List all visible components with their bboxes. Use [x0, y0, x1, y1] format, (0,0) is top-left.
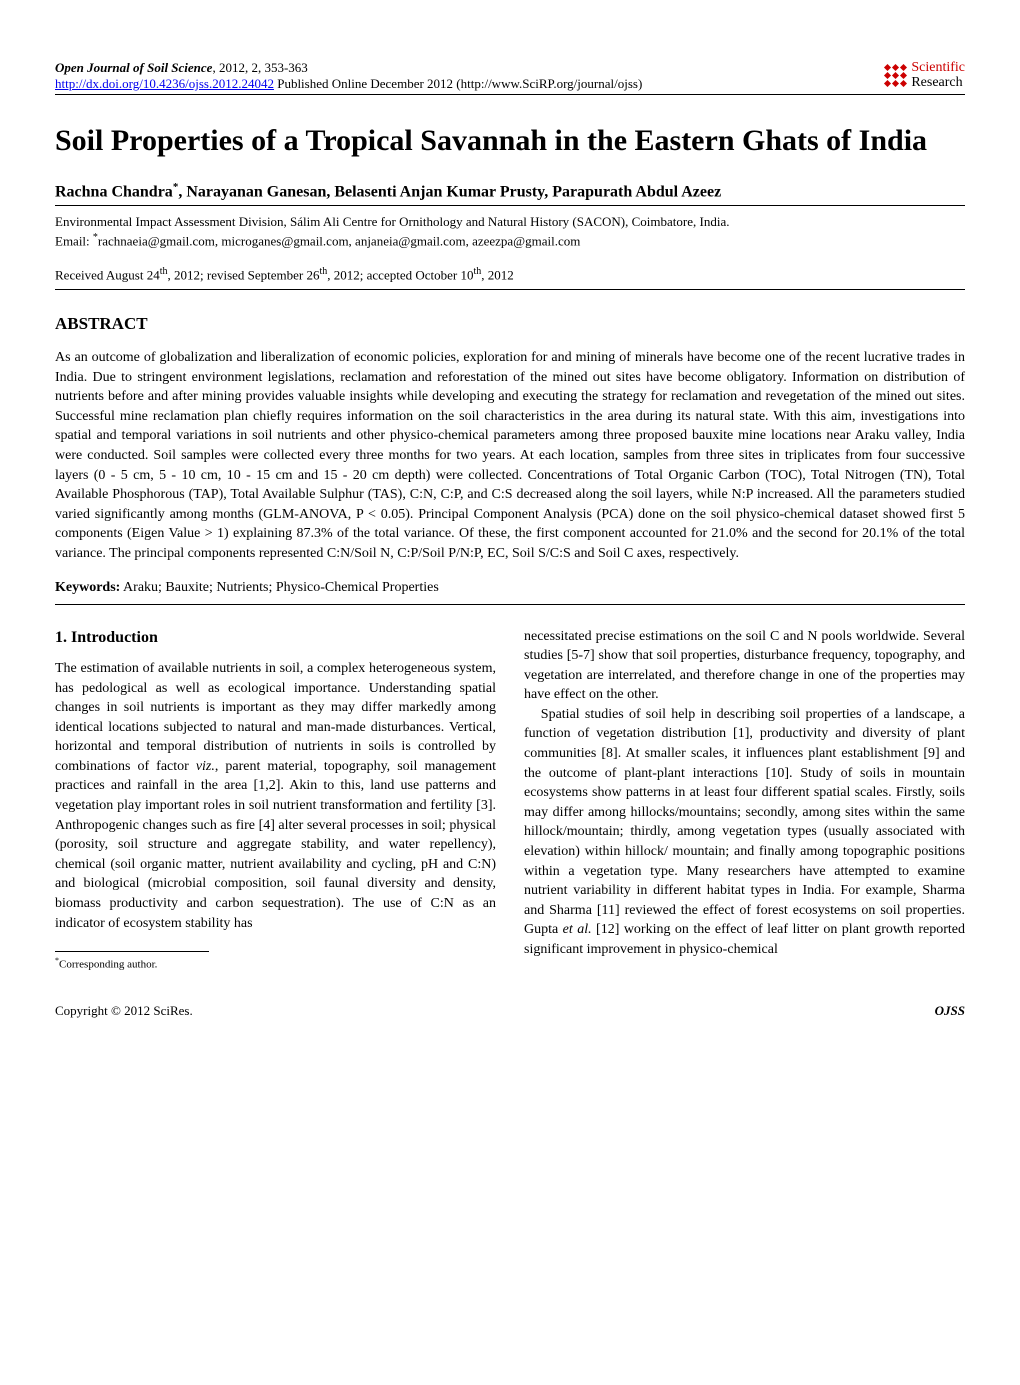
scirp-logo-icon [883, 63, 907, 87]
keywords-values: Araku; Bauxite; Nutrients; Physico-Chemi… [120, 580, 438, 595]
right-column: necessitated precise estimations on the … [524, 627, 965, 974]
email-line: Email: *rachnaeia@gmail.com, microganes@… [55, 232, 965, 249]
abstract-text: As an outcome of globalization and liber… [55, 348, 965, 564]
paper-title: Soil Properties of a Tropical Savannah i… [55, 123, 965, 159]
citation-info: , 2012, 2, 353-363 [212, 60, 307, 75]
abstract-heading: ABSTRACT [55, 314, 965, 334]
header-citation-block: Open Journal of Soil Science, 2012, 2, 3… [55, 60, 642, 92]
author-section: Rachna Chandra*, Narayanan Ganesan, Bela… [55, 181, 965, 206]
body-columns: 1. Introduction The estimation of availa… [55, 627, 965, 974]
page-header: Open Journal of Soil Science, 2012, 2, 3… [55, 60, 965, 95]
logo-text: Scientific Research [911, 60, 965, 91]
doi-link[interactable]: http://dx.doi.org/10.4236/ojss.2012.2404… [55, 76, 274, 91]
footnote-rule [55, 951, 209, 952]
pub-info: Published Online December 2012 (http://w… [274, 76, 642, 91]
affiliation: Environmental Impact Assessment Division… [55, 214, 965, 230]
publisher-logo: Scientific Research [883, 60, 965, 91]
intro-para-1: The estimation of available nutrients in… [55, 659, 496, 933]
logo-research: Research [911, 75, 965, 90]
journal-name: Open Journal of Soil Science [55, 60, 212, 75]
keywords-line: Keywords: Araku; Bauxite; Nutrients; Phy… [55, 580, 965, 605]
footnote-corresponding: *Corresponding author. [55, 955, 496, 973]
intro-heading: 1. Introduction [55, 627, 496, 649]
left-column: 1. Introduction The estimation of availa… [55, 627, 496, 974]
right-para-2: Spatial studies of soil help in describi… [524, 705, 965, 960]
copyright: Copyright © 2012 SciRes. [55, 1003, 193, 1019]
keywords-label: Keywords: [55, 580, 120, 595]
logo-scientific: Scientific [911, 60, 965, 75]
page-footer: Copyright © 2012 SciRes. OJSS [55, 1003, 965, 1019]
right-para-1: necessitated precise estimations on the … [524, 627, 965, 705]
received-dates: Received August 24th, 2012; revised Sept… [55, 266, 965, 290]
journal-short: OJSS [935, 1003, 965, 1019]
authors-list: Rachna Chandra*, Narayanan Ganesan, Bela… [55, 181, 965, 201]
